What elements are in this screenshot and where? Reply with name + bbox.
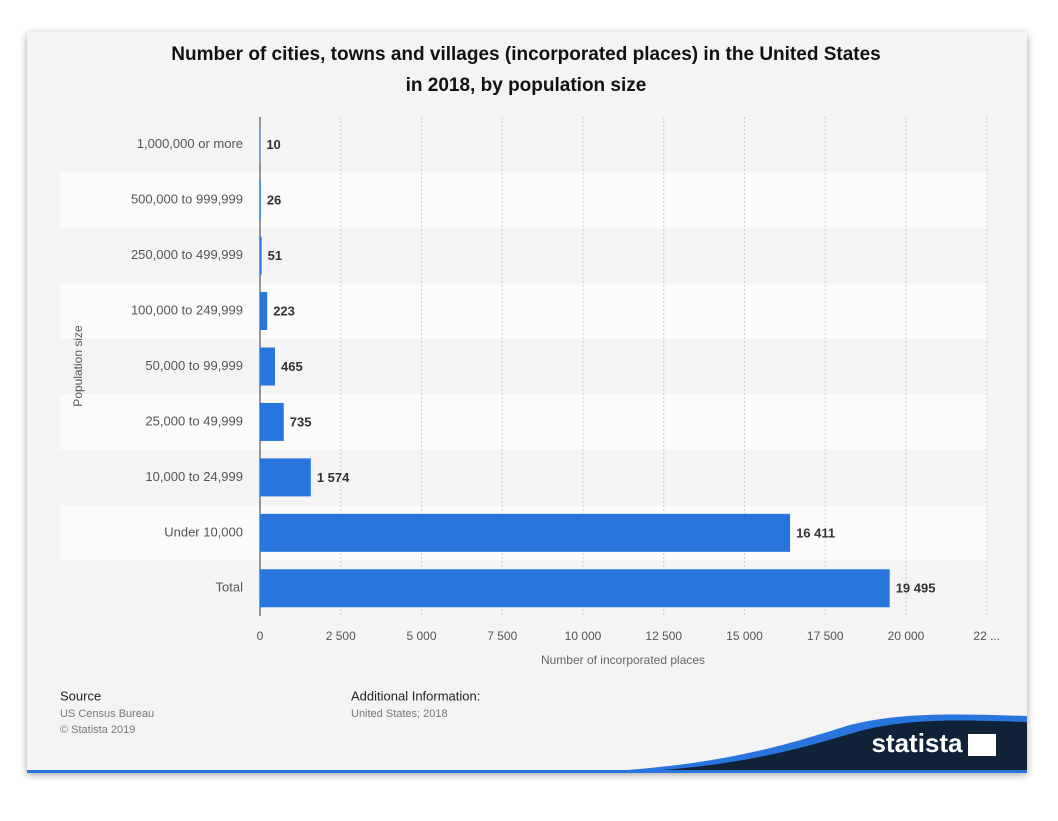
bar — [260, 458, 311, 496]
source-line: © Statista 2019 — [60, 724, 135, 736]
x-tick-label: 15 000 — [726, 629, 763, 643]
y-tick-label: 50,000 to 99,999 — [145, 358, 243, 373]
bar — [260, 348, 275, 386]
x-tick-label: 17 500 — [807, 629, 844, 643]
x-tick-label: 22 ... — [973, 629, 1000, 643]
source-line: US Census Bureau — [60, 708, 154, 720]
y-tick-label: 10,000 to 24,999 — [145, 469, 243, 484]
x-axis-label: Number of incorporated places — [541, 653, 705, 667]
chart-title: in 2018, by population size — [406, 75, 647, 96]
logo: statista — [871, 728, 963, 758]
bar — [260, 569, 890, 607]
value-label: 19 495 — [896, 581, 936, 596]
value-label: 10 — [266, 137, 280, 152]
value-label: 1 574 — [317, 470, 350, 485]
chart-title: Number of cities, towns and villages (in… — [171, 44, 880, 65]
x-tick-label: 5 000 — [406, 629, 436, 643]
y-tick-label: 1,000,000 or more — [137, 136, 243, 151]
y-tick-label: 500,000 to 999,999 — [131, 192, 243, 207]
value-label: 16 411 — [796, 525, 835, 540]
info-title: Additional Information: — [351, 688, 480, 703]
x-tick-label: 10 000 — [565, 629, 602, 643]
x-tick-label: 12 500 — [645, 629, 682, 643]
bar — [260, 237, 262, 275]
y-tick-label: 100,000 to 249,999 — [131, 302, 243, 317]
x-tick-label: 20 000 — [888, 629, 925, 643]
bar — [260, 514, 790, 552]
source-title: Source — [60, 688, 101, 703]
value-label: 26 — [267, 193, 281, 208]
bar — [260, 292, 267, 330]
value-label: 51 — [268, 248, 282, 263]
y-tick-label: Total — [216, 580, 244, 595]
logo-icon — [968, 734, 996, 756]
info-line: United States; 2018 — [351, 708, 448, 720]
x-tick-label: 7 500 — [487, 629, 517, 643]
y-tick-label: Under 10,000 — [164, 524, 243, 539]
value-label: 223 — [273, 303, 295, 318]
x-tick-label: 0 — [257, 629, 264, 643]
y-tick-label: 250,000 to 499,999 — [131, 247, 243, 262]
bar — [260, 181, 261, 219]
y-axis-label: Population size — [71, 325, 85, 407]
y-tick-label: 25,000 to 49,999 — [145, 413, 243, 428]
value-label: 465 — [281, 359, 303, 374]
bar — [260, 403, 284, 441]
x-tick-label: 2 500 — [326, 629, 356, 643]
bottom-strip — [27, 770, 1027, 773]
value-label: 735 — [290, 414, 312, 429]
